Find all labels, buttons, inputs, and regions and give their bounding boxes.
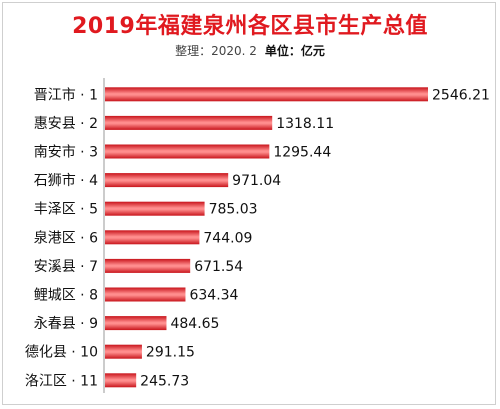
value-label: 785.03 [209,202,258,218]
chart-subtitle: 整理：2020. 2 单位：亿元 [0,42,500,59]
bar [105,115,273,130]
bar [105,87,428,102]
bar [105,144,270,159]
category-label: 安溪县 · 7 [34,259,98,275]
bar [105,258,191,273]
category-label: 南安市 · 3 [34,144,98,161]
bar [105,316,167,331]
category-label: 丰泽区 · 5 [34,202,98,218]
value-label: 671.54 [194,259,243,275]
value-label: 291.15 [146,345,195,361]
category-label: 晋江市 · 1 [34,86,98,103]
category-label: 泉港区 · 6 [34,229,98,246]
value-label: 744.09 [203,230,252,246]
bar [105,344,142,359]
bar [105,173,229,188]
category-label: 德化县 · 10 [25,345,98,361]
bar [105,230,200,245]
category-label: 鲤城区 · 8 [34,288,98,304]
category-label: 石狮市 · 4 [34,172,98,189]
chart-frame [2,2,496,405]
unit-note: 单位：亿元 [264,44,325,58]
value-label: 1295.44 [273,145,331,161]
value-label: 245.73 [140,373,189,389]
compiled-date-note: 整理：2020. 2 [175,44,257,58]
value-label: 971.04 [232,173,281,189]
value-label: 1318.11 [276,116,334,132]
bar [105,373,137,388]
category-label: 洛江区 · 11 [25,373,98,389]
bar [105,287,186,302]
category-label: 惠安县 · 2 [34,116,98,132]
category-label: 永春县 · 9 [34,316,98,332]
value-label: 2546.21 [432,87,490,103]
value-label: 484.65 [170,316,219,332]
bar [105,201,205,216]
value-label: 634.34 [189,288,238,304]
chart-title: 2019年福建泉州各区县市生产总值 [72,14,428,39]
